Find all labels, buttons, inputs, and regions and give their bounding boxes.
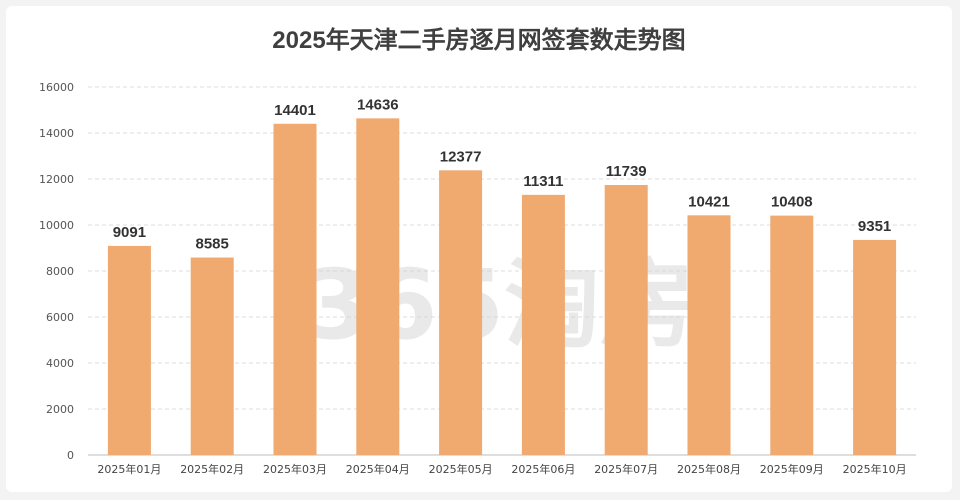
data-label: 11311: [523, 173, 563, 190]
x-tick-label: 2025年10月: [843, 462, 907, 476]
x-axis: 2025年01月 2025年02月 2025年03月 2025年04月 2025年05月…: [97, 462, 906, 476]
data-label: 10408: [771, 194, 813, 211]
x-tick-label: 2025年04月: [346, 462, 410, 476]
bar: [356, 118, 400, 455]
bar: [853, 239, 897, 455]
y-axis: 0 2000 4000 6000 8000 10000 12000 14000 16000: [39, 81, 74, 462]
y-tick-label: 16000: [39, 81, 74, 94]
y-tick-label: 0: [67, 449, 74, 462]
bar: [521, 194, 565, 456]
data-label: 14401: [274, 102, 316, 119]
chart-title: 2025年天津二手房逐月网签套数走势图: [272, 27, 686, 54]
data-label: 8585: [196, 236, 229, 253]
data-label: 9351: [858, 218, 891, 235]
bar: [107, 245, 151, 455]
data-labels: 9091 8585 14401 14636 12377 11311 11739 10421 10…: [113, 96, 892, 252]
x-tick-label: 2025年03月: [263, 462, 327, 476]
x-tick-label: 2025年07月: [594, 462, 658, 476]
data-label: 10421: [688, 193, 730, 210]
bar: [273, 123, 317, 455]
bar: [190, 257, 234, 455]
y-tick-label: 14000: [39, 127, 74, 140]
data-label: 12377: [440, 148, 482, 165]
x-tick-label: 2025年09月: [760, 462, 824, 476]
x-tick-label: 2025年01月: [97, 462, 161, 476]
bar: [687, 215, 731, 455]
x-tick-label: 2025年02月: [180, 462, 244, 476]
y-tick-label: 4000: [46, 357, 74, 370]
y-tick-label: 6000: [46, 311, 74, 324]
bars: [107, 118, 897, 456]
bar: [770, 215, 814, 455]
y-tick-label: 10000: [39, 219, 74, 232]
x-tick-label: 2025年06月: [511, 462, 575, 476]
x-tick-label: 2025年05月: [429, 462, 493, 476]
data-label: 11739: [606, 163, 647, 180]
bar: [439, 170, 483, 456]
x-tick-label: 2025年08月: [677, 462, 741, 476]
y-tick-label: 2000: [46, 403, 74, 416]
data-label: 9091: [113, 224, 146, 241]
y-tick-label: 12000: [39, 173, 74, 186]
bar: [604, 185, 648, 456]
data-label: 14636: [357, 96, 399, 113]
y-tick-label: 8000: [46, 265, 74, 278]
